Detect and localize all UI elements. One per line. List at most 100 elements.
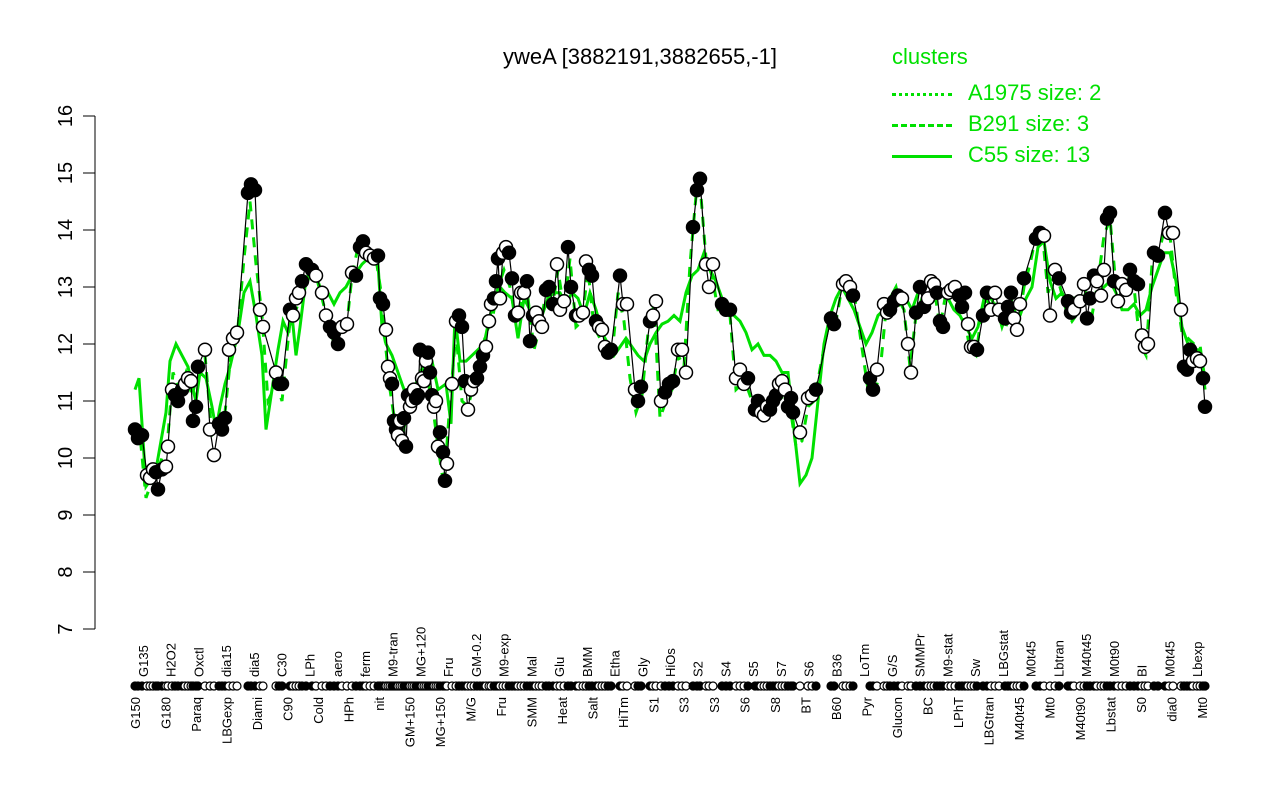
data-point: [740, 370, 756, 386]
data-point: [454, 319, 470, 335]
x-tick-label-top: Sw: [968, 658, 983, 677]
x-tick-label-bottom: Lbstat: [1104, 697, 1119, 733]
x-tick-label-bottom: S8: [768, 697, 783, 713]
x-tick-label-bottom: MG+150: [433, 697, 448, 747]
x-tick-label-bottom: B60: [829, 697, 844, 720]
x-tick-label-bottom: G180: [158, 697, 173, 729]
data-point: [478, 339, 494, 355]
data-point: [1036, 228, 1052, 243]
data-point: [665, 373, 681, 389]
data-point: [384, 376, 400, 392]
x-tick-label-bottom: S3: [677, 697, 692, 713]
x-tick-label-top: LPh: [302, 654, 317, 677]
data-point: [247, 182, 263, 198]
rug-marker: [1054, 681, 1064, 691]
data-point: [437, 473, 453, 489]
data-point: [375, 296, 391, 312]
rug-marker: [622, 681, 632, 691]
legend-label: C55 size: 13: [968, 142, 1091, 167]
data-point: [217, 410, 233, 426]
data-point: [869, 362, 885, 377]
data-point: [1042, 308, 1058, 323]
data-point: [783, 390, 799, 406]
data-point: [808, 382, 824, 397]
data-point: [501, 245, 517, 261]
data-point: [1009, 322, 1025, 338]
x-tick-label-bottom: SMM: [524, 697, 539, 727]
data-point: [541, 279, 557, 295]
series-lines: [133, 178, 1207, 499]
x-tick-label-top: Mal: [524, 656, 539, 677]
data-point: [308, 268, 324, 283]
x-tick-label-top: M0t90: [1107, 641, 1122, 677]
data-point: [1093, 288, 1109, 303]
x-tick-label-bottom: M/G: [463, 697, 478, 722]
data-point: [492, 291, 508, 306]
data-point: [1197, 399, 1213, 414]
x-tick-label-top: S4: [718, 661, 733, 677]
data-point: [330, 336, 346, 352]
data-point: [722, 302, 738, 318]
data-point: [274, 376, 290, 392]
x-tick-label-bottom: Fru: [494, 697, 509, 717]
data-point: [1195, 370, 1211, 386]
data-point: [314, 285, 330, 300]
y-tick-label: 10: [55, 447, 77, 469]
x-tick-label-top: Lbtran: [1051, 640, 1066, 677]
rug-marker: [606, 681, 616, 691]
data-point: [1016, 271, 1032, 286]
data-point: [460, 402, 476, 417]
data-point: [826, 316, 842, 332]
x-tick-label-top: G/S: [885, 654, 900, 677]
data-point: [563, 279, 579, 295]
x-tick-label-top: LBGstat: [996, 630, 1011, 677]
rug-marker: [795, 681, 805, 691]
x-tick-label-top: Lbexp: [1190, 642, 1205, 677]
y-tick-label: 11: [55, 391, 77, 412]
x-tick-label-top: S6: [802, 661, 817, 677]
data-point: [519, 274, 535, 289]
data-point: [1150, 248, 1166, 263]
rug-marker: [258, 681, 268, 691]
rug-marker: [829, 681, 839, 691]
rug-marker: [1019, 681, 1029, 691]
data-point: [556, 294, 572, 309]
x-tick-label-bottom: GM+150: [402, 697, 417, 747]
data-point: [692, 171, 708, 186]
x-tick-label-top: HiOs: [663, 648, 678, 677]
y-tick-label: 12: [55, 333, 77, 355]
x-tick-label-top: S7: [774, 661, 789, 677]
y-tick-label: 14: [55, 219, 77, 241]
x-tick-label-top: H2O2: [164, 643, 179, 677]
y-tick-label: 9: [55, 509, 77, 520]
rug-marker: [277, 681, 287, 691]
data-point: [1102, 205, 1118, 221]
data-point: [960, 316, 976, 332]
data-point: [1051, 271, 1067, 286]
data-point: [534, 319, 550, 335]
rug-marker: [708, 681, 718, 691]
data-point: [845, 288, 861, 303]
x-tick-label-top: Fru: [441, 658, 456, 678]
x-axis-labels: G135 H2O2 Oxctl dia15 dia5 C30 LPh aero ferm M9-t…: [128, 627, 1210, 747]
x-tick-label-top: GM-0.2: [469, 634, 484, 677]
data-point: [160, 439, 176, 454]
x-tick-label-top: M9-stat: [940, 633, 955, 677]
data-point: [432, 425, 448, 440]
y-tick-label: 13: [55, 276, 77, 298]
data-point: [630, 393, 646, 409]
x-tick-label-top: BMM: [580, 647, 595, 677]
data-point: [575, 305, 591, 320]
x-tick-label-top: dia15: [219, 645, 234, 677]
data-point: [584, 268, 600, 283]
data-point: [206, 447, 222, 463]
data-point: [420, 345, 436, 360]
data-point: [522, 333, 538, 349]
data-point: [378, 322, 394, 338]
data-point: [674, 342, 690, 357]
x-tick-label-bottom: C90: [280, 697, 295, 721]
data-point: [900, 336, 916, 352]
data-point: [685, 219, 701, 235]
data-point: [1003, 285, 1019, 300]
x-tick-label-top: M9-tran: [386, 632, 401, 677]
